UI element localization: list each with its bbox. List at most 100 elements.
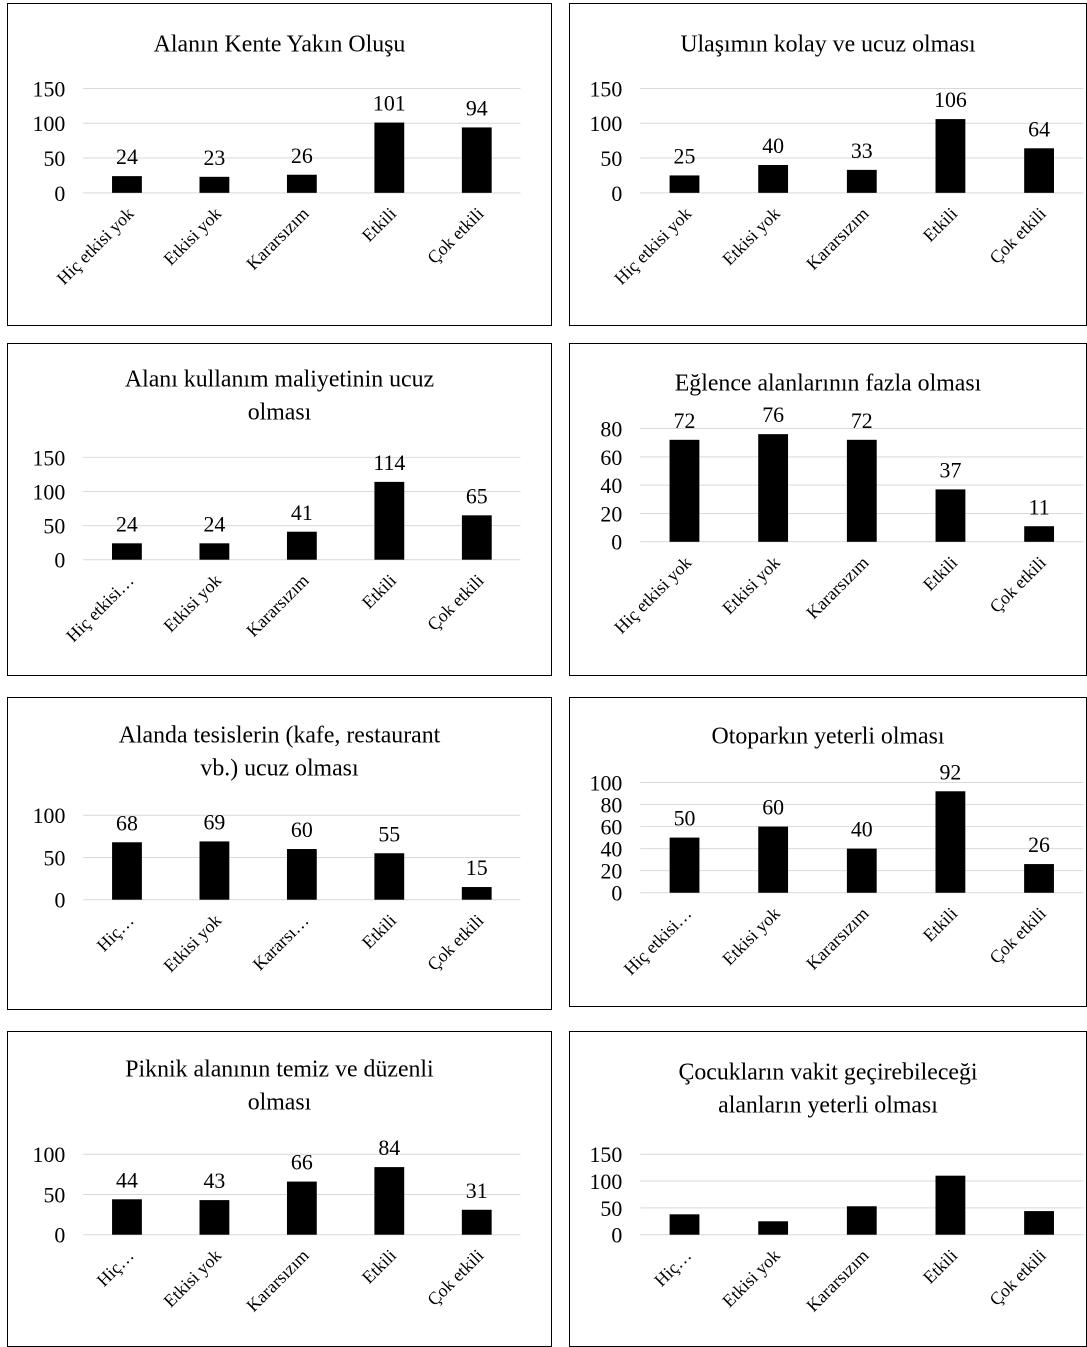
y-tick-label: 50 <box>44 1183 66 1207</box>
bar <box>758 434 789 542</box>
y-tick-label: 50 <box>600 1197 622 1221</box>
bar <box>935 1175 966 1235</box>
category-label: Hiç etkisi yok <box>53 203 138 288</box>
category-label: Kararsızım <box>802 203 872 273</box>
bar <box>846 439 877 542</box>
bar <box>1024 148 1054 193</box>
data-label: 26 <box>1028 833 1050 857</box>
chart-panel: Eğlence alanlarının fazla olması 0 20 40 60 8… <box>569 343 1087 676</box>
bar <box>199 1200 230 1235</box>
bar <box>669 837 700 893</box>
y-tick-label: 40 <box>600 838 622 862</box>
category-label: Etkili <box>919 552 961 594</box>
y-tick-label: 80 <box>600 793 622 817</box>
bar <box>846 169 877 193</box>
bar <box>669 439 700 542</box>
data-label: 60 <box>762 796 784 820</box>
bar <box>935 791 966 893</box>
y-tick-label: 80 <box>600 417 622 441</box>
category-label: Çok etkili <box>423 1245 487 1309</box>
chart-panel: Alanı kullanım maliyetinin ucuz olması 0 50… <box>7 343 552 676</box>
bar <box>1024 526 1055 542</box>
data-label: 76 <box>762 403 784 427</box>
bar <box>112 543 142 560</box>
y-tick-label: 40 <box>600 474 622 498</box>
bar <box>286 531 317 560</box>
chart-title: Alanı kullanım maliyetinin ucuz <box>125 367 434 393</box>
data-label: 106 <box>934 88 967 112</box>
category-label: Çok etkili <box>985 1245 1049 1309</box>
category-label: Etkili <box>919 1245 961 1287</box>
category-label: Çok etkili <box>985 903 1049 967</box>
bar <box>374 481 405 560</box>
data-label: 50 <box>674 807 696 831</box>
data-label: 72 <box>851 409 873 433</box>
bar-chart: Çocukların vakit geçirebileceği alanların… <box>590 1060 1084 1316</box>
chart-title: Çocukların vakit geçirebileceği <box>678 1060 977 1086</box>
bar-chart: Alanın Kente Yakın Oluşu 0 50 100 150 24 Hiç e… <box>33 32 521 288</box>
category-label: Etkisi yok <box>159 570 225 636</box>
y-tick-label: 50 <box>43 515 65 539</box>
y-tick-label: 60 <box>600 446 622 470</box>
category-label: Kararsızım <box>802 903 872 973</box>
y-tick-label: 50 <box>600 147 622 171</box>
category-label: Kararsızım <box>242 570 312 640</box>
bar <box>758 1221 789 1235</box>
bar <box>112 842 142 900</box>
category-label: Hiç etkisi… <box>62 570 138 646</box>
y-tick-label: 20 <box>600 860 622 884</box>
bar <box>846 848 877 893</box>
data-label: 41 <box>291 501 313 525</box>
chart-title: Alanda tesislerin (kafe, restaurant <box>119 723 441 749</box>
chart-panel: Alanda tesislerin (kafe, restaurant vb.) … <box>7 697 552 1010</box>
bar-chart: Otoparkın yeterli olması02040608010050Hi… <box>590 724 1084 979</box>
bar <box>286 1181 317 1235</box>
y-tick-label: 0 <box>54 1224 65 1248</box>
category-label: Etkisi yok <box>159 203 225 269</box>
y-tick-label: 0 <box>611 531 622 555</box>
category-label: Kararsızım <box>802 552 872 622</box>
bar-chart: Alanı kullanım maliyetinin ucuz olması 0 50… <box>32 367 521 646</box>
data-label: 31 <box>466 1179 488 1203</box>
y-tick-label: 100 <box>32 480 65 504</box>
chart-panel: Piknik alanının temiz ve düzenli olması 0 5… <box>7 1031 552 1347</box>
chart-panel: Alanın Kente Yakın Oluşu 0 50 100 150 24 Hiç e… <box>7 3 552 326</box>
category-label: Hiç etkisi yok <box>610 203 695 288</box>
bar <box>461 1209 492 1235</box>
bar-chart: Ulaşımın kolay ve ucuz olması 0 50 100 150 25… <box>589 32 1084 288</box>
bar <box>669 175 700 193</box>
bar <box>1024 1211 1054 1235</box>
data-label: 24 <box>116 512 138 536</box>
chart-title: Eğlence alanlarının fazla olması <box>675 371 982 397</box>
chart-title: Otoparkın yeterli olması <box>712 724 945 750</box>
y-tick-label: 0 <box>54 549 65 573</box>
chart-title: olması <box>248 1090 312 1116</box>
bar <box>461 887 492 900</box>
data-label: 101 <box>373 92 406 116</box>
category-label: Etkisi yok <box>718 1245 784 1311</box>
data-label: 44 <box>116 1168 138 1192</box>
y-tick-label: 0 <box>611 1224 622 1248</box>
category-label: Etkisi yok <box>159 1245 225 1311</box>
y-tick-label: 20 <box>600 502 622 526</box>
y-tick-label: 150 <box>32 446 65 470</box>
chart-title: Alanın Kente Yakın Oluşu <box>154 32 406 58</box>
bar <box>199 176 230 193</box>
y-tick-label: 150 <box>33 77 66 101</box>
y-tick-label: 100 <box>33 804 66 828</box>
bar-chart: Alanda tesislerin (kafe, restaurant vb.) … <box>33 723 521 976</box>
data-label: 40 <box>762 134 784 158</box>
data-label: 23 <box>203 146 225 170</box>
bar-chart: Eğlence alanlarının fazla olması 0 20 40 60 8… <box>600 371 1084 637</box>
bar <box>374 122 405 193</box>
y-tick-label: 100 <box>589 112 622 136</box>
bar <box>935 489 966 542</box>
category-label: Hiç etkisi… <box>620 903 696 979</box>
category-label: Etkisi yok <box>718 552 784 618</box>
category-label: Çok etkili <box>423 910 487 974</box>
bar <box>846 1206 877 1235</box>
data-label: 55 <box>378 822 400 846</box>
data-label: 66 <box>291 1151 313 1175</box>
data-label: 114 <box>373 451 405 475</box>
chart-title: Piknik alanının temiz ve düzenli <box>125 1057 434 1083</box>
